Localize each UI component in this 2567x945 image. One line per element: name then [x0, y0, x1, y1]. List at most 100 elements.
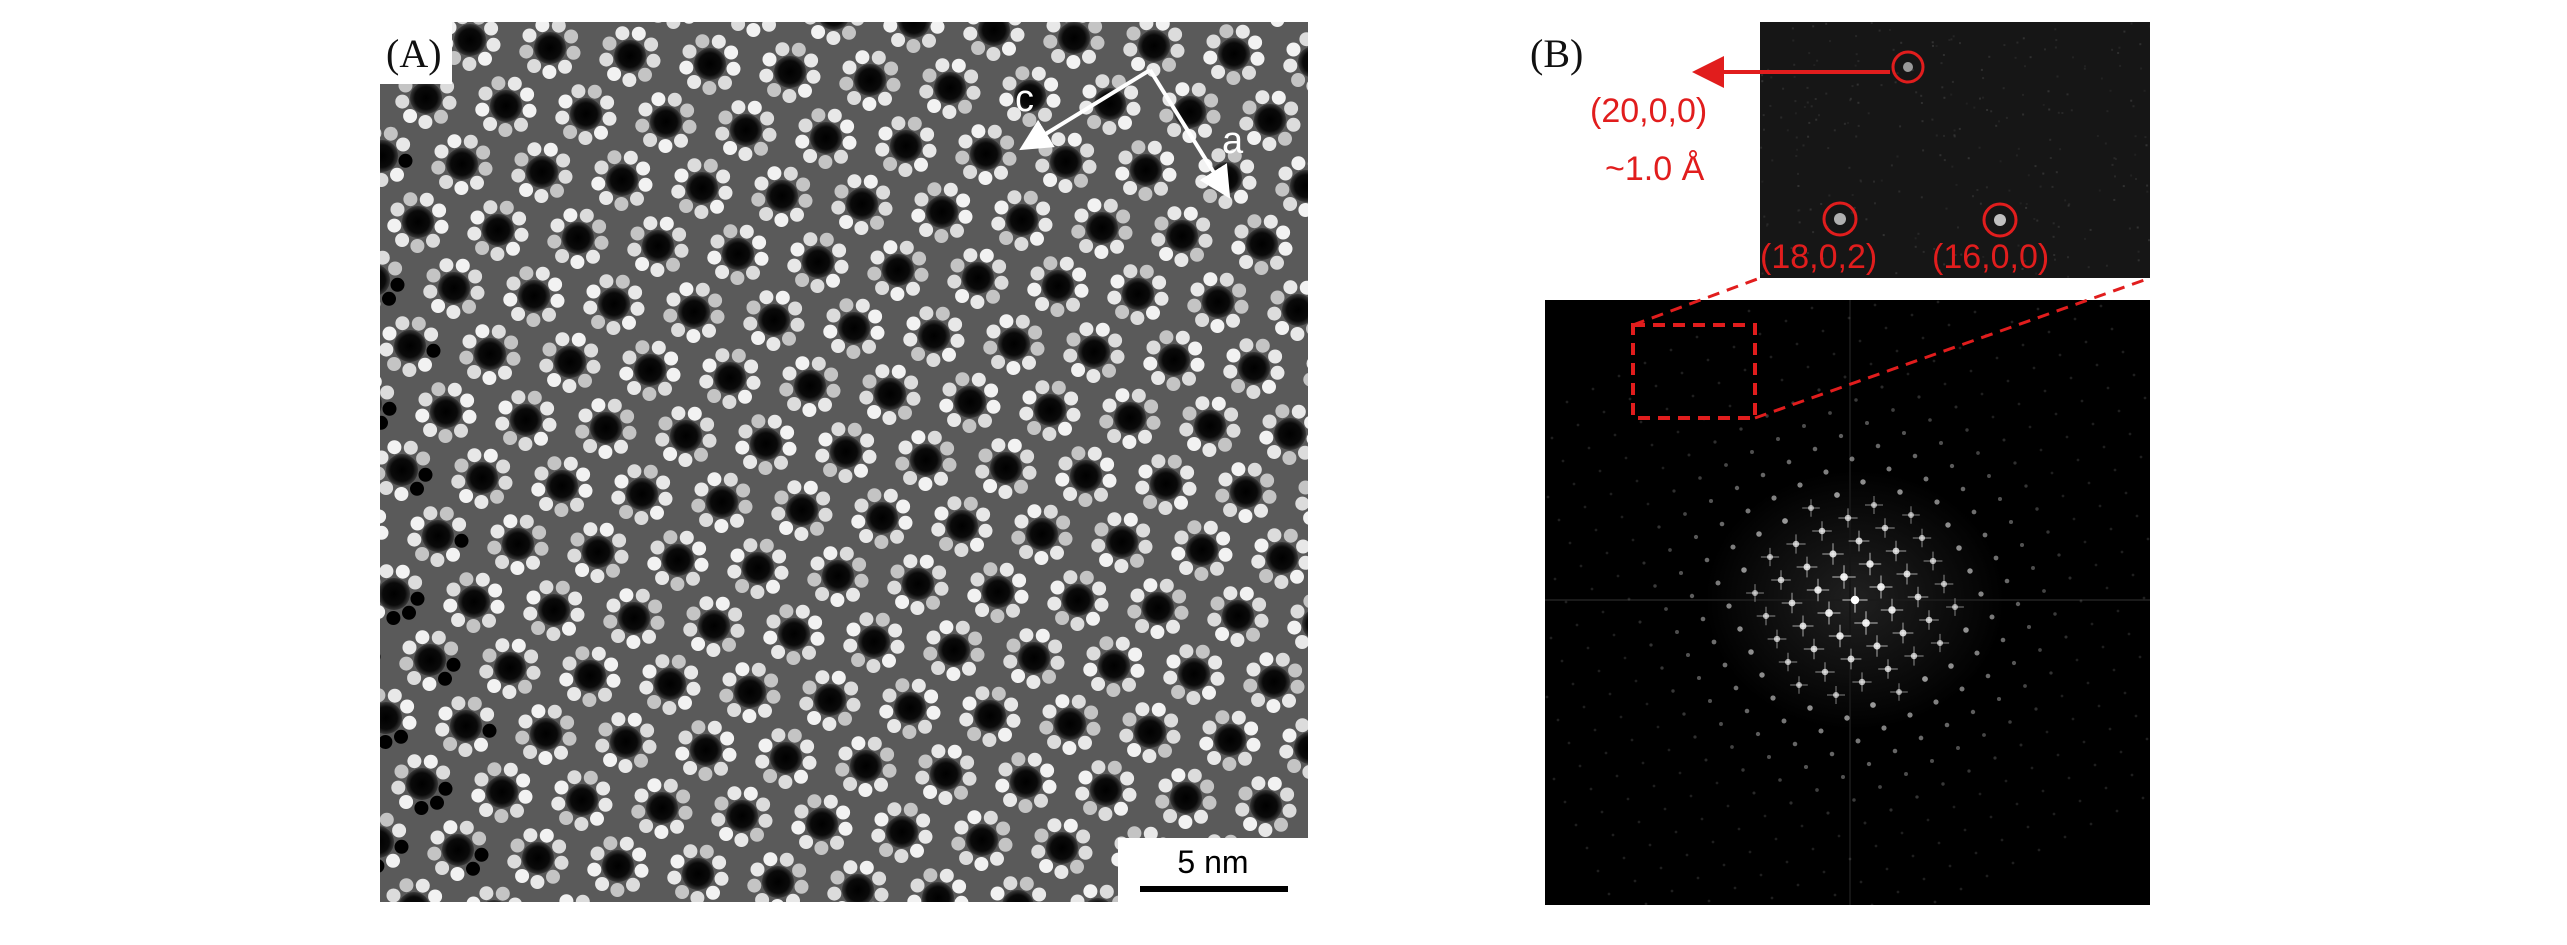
lattice-atom	[686, 571, 700, 586]
lattice-atom	[978, 171, 993, 185]
lattice-atom	[1103, 198, 1118, 213]
lattice-atom	[380, 654, 381, 660]
fft-spot	[2121, 350, 2125, 354]
fft-spot	[1895, 349, 1899, 353]
lattice-atom	[728, 607, 743, 622]
lattice-pore	[1230, 476, 1262, 508]
fft-spot	[2116, 609, 2120, 613]
lattice-atom	[774, 490, 789, 505]
lattice-atom	[726, 61, 741, 76]
inset-noise-speckle	[1812, 25, 1815, 28]
inset-noise-speckle	[1880, 179, 1883, 182]
lattice-atom	[1078, 845, 1093, 860]
inset-noise-speckle	[2137, 259, 2140, 262]
lattice-atom	[1182, 129, 1197, 143]
lattice-atom	[1050, 580, 1065, 595]
lattice-atom	[635, 588, 650, 603]
lattice-atom	[1130, 553, 1144, 568]
fft-spot	[2117, 409, 2121, 413]
lattice-pore	[526, 156, 558, 188]
lattice-pore	[774, 56, 806, 88]
lattice-atom	[590, 846, 605, 861]
lattice-atom	[810, 521, 824, 536]
lattice-atom	[1231, 240, 1246, 255]
fft-spot	[1945, 522, 1951, 528]
lattice-atom	[1159, 578, 1174, 593]
lattice-atom	[767, 83, 782, 97]
lattice-pore	[1106, 526, 1138, 558]
lattice-atom	[642, 739, 657, 754]
lattice-atom	[600, 95, 615, 110]
lattice-atom	[702, 81, 717, 95]
lattice-atom	[767, 166, 782, 181]
inset-noise-speckle	[1812, 231, 1815, 234]
lattice-atom	[762, 22, 776, 32]
lattice-atom	[498, 365, 512, 380]
inset-noise-speckle	[2054, 28, 2057, 31]
fft-spot	[1812, 446, 1818, 452]
inset-noise-speckle	[1867, 112, 1870, 115]
fft-spot	[1808, 505, 1814, 511]
fft-spot	[1896, 890, 1900, 894]
lattice-atom	[546, 869, 560, 884]
inset-noise-speckle	[1849, 99, 1852, 102]
lattice-atom	[550, 183, 564, 198]
inset-noise-speckle	[2008, 189, 2011, 192]
lattice-atom	[1255, 90, 1270, 105]
fft-spot	[2024, 484, 2028, 488]
lattice-pore	[490, 90, 522, 122]
lattice-atom	[795, 604, 810, 619]
inset-noise-speckle	[2022, 37, 2025, 40]
lattice-atom	[606, 563, 620, 578]
lattice-atom	[1298, 445, 1308, 460]
fft-spot	[2108, 727, 2112, 731]
fft-spot	[1780, 378, 1784, 382]
lattice-atom	[670, 577, 685, 591]
fft-spot	[1620, 515, 1624, 519]
fft-spot	[2011, 660, 2017, 666]
inset-noise-speckle	[2089, 228, 2092, 231]
lattice-atom	[791, 820, 806, 835]
lattice-atom	[1083, 884, 1098, 899]
lattice-atom	[531, 482, 546, 497]
lattice-atom	[555, 110, 570, 125]
lattice-atom	[939, 868, 954, 883]
lattice-atom	[842, 25, 856, 40]
lattice-atom	[578, 483, 593, 498]
fft-spot	[1974, 650, 1980, 656]
lattice-atom	[954, 820, 969, 835]
lattice-atom	[470, 175, 484, 190]
lattice-pore	[626, 478, 658, 510]
lattice-atom	[671, 654, 686, 669]
lattice-atom	[1047, 818, 1062, 833]
lattice-atom	[1034, 828, 1049, 843]
lattice-atom	[1158, 501, 1173, 515]
lattice-atom	[450, 867, 465, 881]
lattice-atom	[1014, 589, 1029, 604]
lattice-atom	[474, 847, 489, 862]
lattice-pore	[1218, 38, 1250, 70]
lattice-atom	[891, 364, 906, 379]
inset-noise-speckle	[1976, 189, 1979, 191]
lattice-atom	[527, 142, 542, 157]
fft-spot	[1849, 456, 1855, 462]
lattice-atom	[658, 491, 673, 506]
fft-spot	[1847, 316, 1851, 320]
hrtem-image	[380, 22, 1308, 902]
inset-noise-speckle	[2114, 158, 2117, 160]
lattice-atom	[1094, 597, 1109, 612]
lattice-atom	[695, 282, 710, 297]
lattice-atom	[1131, 57, 1146, 71]
lattice-pore	[1098, 650, 1130, 682]
lattice-pore	[534, 32, 566, 64]
scale-bar-label: 5 nm	[1177, 844, 1249, 880]
inset-noise-speckle	[2035, 272, 2038, 275]
lattice-atom	[970, 572, 985, 587]
inset-noise-speckle	[2005, 116, 2008, 119]
inset-noise-speckle	[2105, 264, 2108, 267]
fft-spot	[1596, 869, 1600, 873]
lattice-atom	[506, 241, 520, 256]
lattice-atom	[1051, 380, 1066, 395]
lattice-atom	[1027, 752, 1042, 767]
fft-spot	[1993, 756, 1997, 760]
